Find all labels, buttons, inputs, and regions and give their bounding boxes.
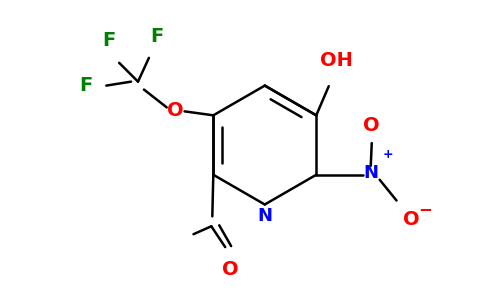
Text: F: F [103, 31, 116, 50]
Text: −: − [418, 200, 432, 218]
Text: O: O [167, 101, 184, 120]
Text: F: F [150, 27, 164, 46]
Text: O: O [404, 210, 420, 230]
Text: O: O [222, 260, 239, 279]
Text: F: F [79, 76, 92, 95]
Text: OH: OH [319, 51, 352, 70]
Text: N: N [257, 208, 272, 226]
Text: N: N [363, 164, 378, 182]
Text: +: + [383, 148, 393, 161]
Text: O: O [363, 116, 380, 135]
